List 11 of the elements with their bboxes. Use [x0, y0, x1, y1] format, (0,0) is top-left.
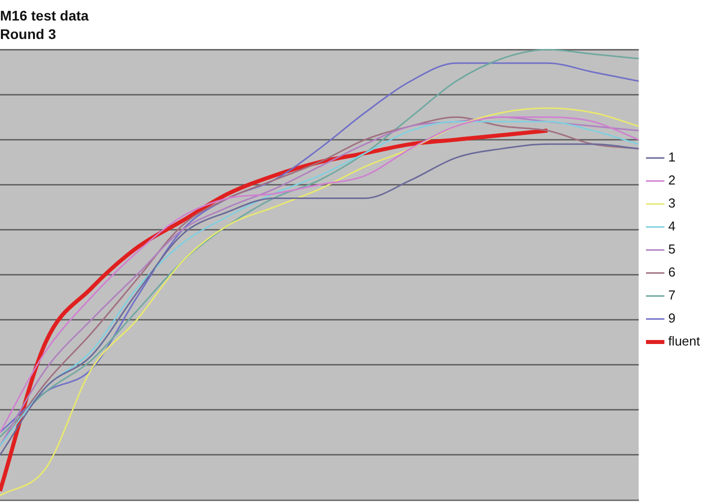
legend-label: fluent: [668, 334, 700, 349]
legend-label: 9: [668, 310, 676, 326]
legend-label: 7: [668, 288, 676, 303]
legend-label: 3: [668, 196, 676, 211]
legend-label: 4: [668, 218, 676, 234]
chart-title: M16 test data: [0, 7, 89, 24]
legend-label: 2: [668, 172, 676, 188]
legend-label: 1: [668, 150, 676, 165]
chart-subtitle: Round 3: [0, 26, 56, 42]
legend-label: 5: [668, 242, 676, 257]
legend-label: 6: [668, 264, 676, 280]
